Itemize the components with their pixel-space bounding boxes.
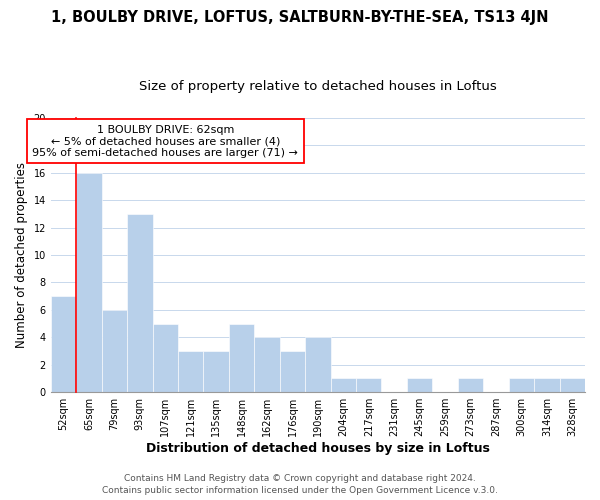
Bar (331, 378, 356, 392)
Text: 1 BOULBY DRIVE: 62sqm
← 5% of detached houses are smaller (4)
95% of semi-detach: 1 BOULBY DRIVE: 62sqm ← 5% of detached h… (32, 124, 298, 158)
Bar (458, 378, 483, 392)
Text: 1, BOULBY DRIVE, LOFTUS, SALTBURN-BY-THE-SEA, TS13 4JN: 1, BOULBY DRIVE, LOFTUS, SALTBURN-BY-THE… (51, 10, 549, 25)
Bar (229, 324, 254, 392)
Bar (51, 296, 76, 392)
Text: Contains HM Land Registry data © Crown copyright and database right 2024.
Contai: Contains HM Land Registry data © Crown c… (102, 474, 498, 495)
Bar (280, 351, 305, 392)
Bar (560, 378, 585, 392)
Bar (203, 351, 229, 392)
Bar (407, 378, 433, 392)
Bar (509, 378, 534, 392)
Bar (76, 172, 101, 392)
Bar (101, 310, 127, 392)
Title: Size of property relative to detached houses in Loftus: Size of property relative to detached ho… (139, 80, 497, 93)
Bar (178, 351, 203, 392)
Bar (356, 378, 382, 392)
Bar (305, 338, 331, 392)
Bar (152, 324, 178, 392)
X-axis label: Distribution of detached houses by size in Loftus: Distribution of detached houses by size … (146, 442, 490, 455)
Bar (254, 338, 280, 392)
Bar (127, 214, 152, 392)
Y-axis label: Number of detached properties: Number of detached properties (15, 162, 28, 348)
Bar (534, 378, 560, 392)
